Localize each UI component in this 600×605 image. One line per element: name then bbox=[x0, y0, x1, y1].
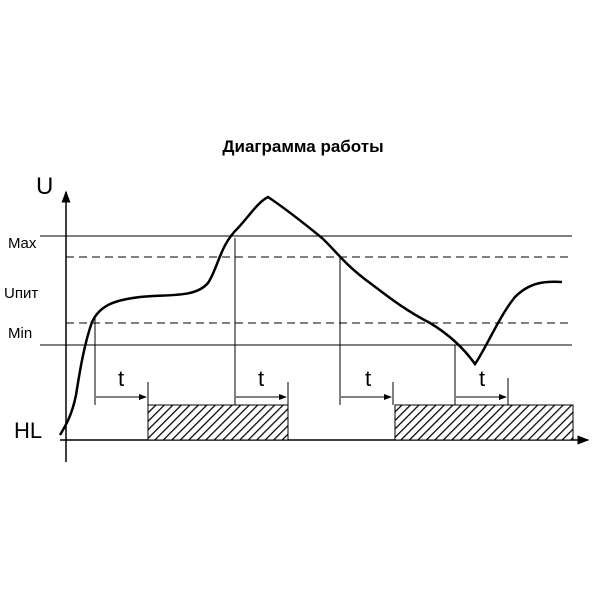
max-label: Max bbox=[8, 235, 37, 252]
hl-on-state bbox=[147, 404, 289, 441]
y-label: U bbox=[36, 173, 53, 200]
delay-markers bbox=[94, 238, 509, 405]
hl-on-state bbox=[394, 404, 574, 441]
delay-label: t bbox=[118, 366, 124, 391]
min-label: Min bbox=[8, 325, 32, 342]
supply-label: Uпит bbox=[4, 285, 38, 302]
delay-label: t bbox=[365, 366, 371, 391]
hl-label: HL bbox=[14, 418, 42, 443]
title: Диаграмма работы bbox=[222, 137, 383, 156]
delay-label: t bbox=[479, 366, 485, 391]
voltage-curve bbox=[58, 195, 563, 436]
delay-label: t bbox=[258, 366, 264, 391]
